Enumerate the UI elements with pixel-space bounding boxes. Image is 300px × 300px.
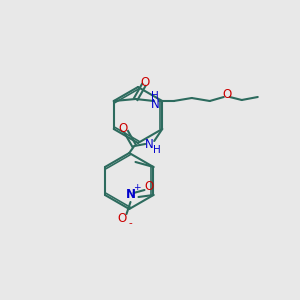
Text: -: - [129,218,132,228]
Text: O: O [222,88,231,100]
Text: N: N [150,98,159,110]
Text: H: H [151,91,159,101]
Text: O: O [145,181,154,194]
Text: N: N [145,139,154,152]
Text: +: + [133,184,140,193]
Text: O: O [118,212,127,226]
Text: O: O [118,122,128,134]
Text: N: N [125,188,136,202]
Text: O: O [140,76,149,88]
Text: H: H [153,145,161,155]
